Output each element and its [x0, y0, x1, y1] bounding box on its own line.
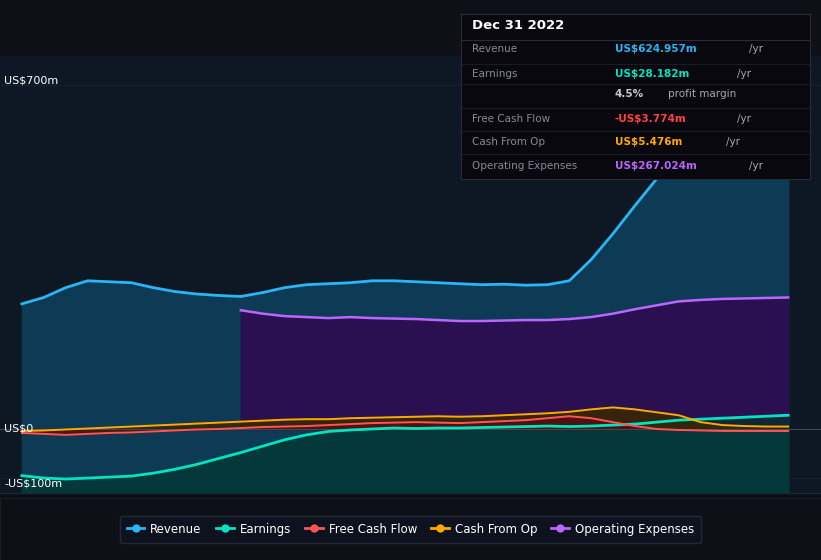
Text: 2022: 2022 [663, 510, 695, 523]
Text: Revenue: Revenue [472, 44, 517, 54]
Text: US$267.024m: US$267.024m [615, 161, 697, 171]
Text: 2018: 2018 [225, 510, 257, 523]
Text: US$0: US$0 [4, 424, 34, 434]
Text: /yr: /yr [737, 114, 751, 124]
Legend: Revenue, Earnings, Free Cash Flow, Cash From Op, Operating Expenses: Revenue, Earnings, Free Cash Flow, Cash … [120, 516, 701, 543]
Text: /yr: /yr [749, 161, 763, 171]
Text: 2021: 2021 [553, 510, 585, 523]
Text: Dec 31 2022: Dec 31 2022 [472, 19, 564, 32]
Text: US$624.957m: US$624.957m [615, 44, 697, 54]
Text: Free Cash Flow: Free Cash Flow [472, 114, 550, 124]
Text: -US$100m: -US$100m [4, 478, 62, 488]
Text: /yr: /yr [726, 137, 740, 147]
Text: US$28.182m: US$28.182m [615, 69, 690, 80]
Text: US$700m: US$700m [4, 76, 58, 86]
Text: -US$3.774m: -US$3.774m [615, 114, 686, 124]
Text: 2017: 2017 [116, 510, 147, 523]
Text: 2019: 2019 [334, 510, 366, 523]
Text: Operating Expenses: Operating Expenses [472, 161, 577, 171]
Text: Cash From Op: Cash From Op [472, 137, 545, 147]
Text: /yr: /yr [737, 69, 751, 80]
Text: profit margin: profit margin [668, 89, 736, 99]
Text: US$5.476m: US$5.476m [615, 137, 682, 147]
Text: /yr: /yr [749, 44, 763, 54]
Text: 4.5%: 4.5% [615, 89, 644, 99]
Text: Earnings: Earnings [472, 69, 517, 80]
Text: 2020: 2020 [444, 510, 475, 523]
